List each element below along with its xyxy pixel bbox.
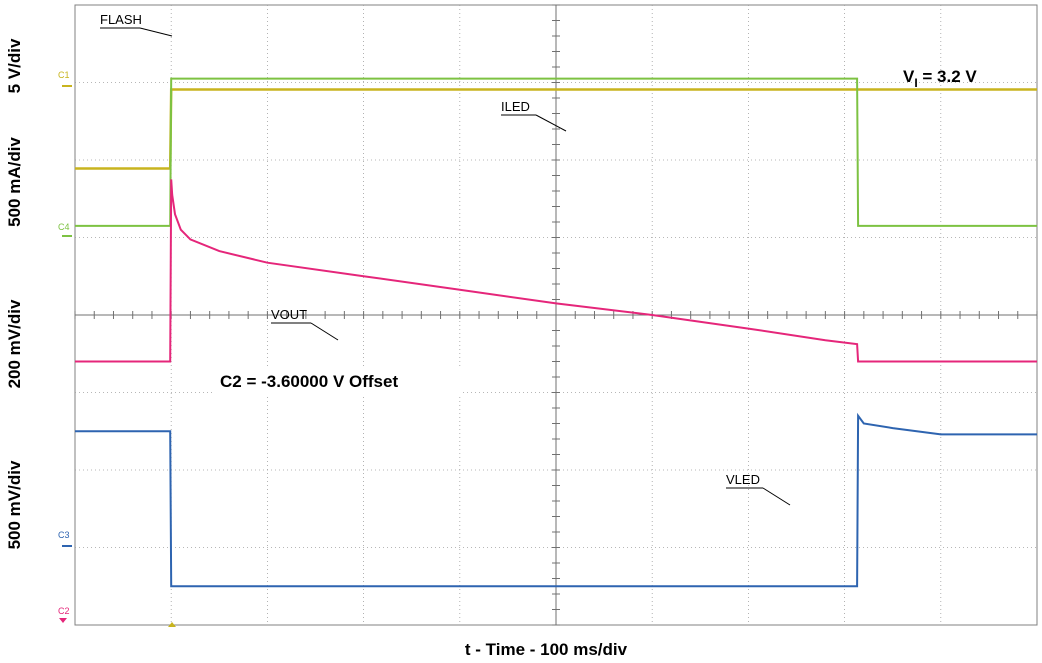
ylabel-vout: 200 mV/div <box>5 299 24 388</box>
ylabel-iled: 500 mA/div <box>5 137 24 227</box>
vout-trace <box>75 179 1037 363</box>
vled-label: VLED <box>726 472 760 487</box>
iled-leader <box>535 114 567 132</box>
vi-subscript: I <box>914 76 917 90</box>
vi-rest: = 3.2 V <box>918 67 978 86</box>
c3-marker: C3 <box>58 530 70 540</box>
x-axis-label: t - Time - 100 ms/div <box>465 640 628 659</box>
offset-annotation-bg <box>214 368 462 394</box>
vi-annotation: VI = 3.2 V <box>903 67 977 90</box>
c2-marker-arrow <box>59 618 67 623</box>
trigger-marker <box>168 622 176 627</box>
vout-leader <box>310 322 339 341</box>
flash-leader <box>139 27 173 37</box>
vout-label: VOUT <box>271 307 307 322</box>
vled-trace <box>75 412 1037 588</box>
ylabel-vled: 500 mV/div <box>5 460 24 549</box>
grid <box>74 4 1038 626</box>
vi-main: V <box>903 67 915 86</box>
ylabel-flash: 5 V/div <box>5 38 24 93</box>
c4-marker: C4 <box>58 222 70 232</box>
flash-label: FLASH <box>100 12 142 27</box>
traces <box>75 77 1037 588</box>
iled-label: ILED <box>501 99 530 114</box>
c2-marker: C2 <box>58 606 70 616</box>
offset-annotation: C2 = -3.60000 V Offset <box>220 372 398 391</box>
iled-trace <box>75 77 1037 227</box>
vled-leader <box>762 487 791 506</box>
c1-marker: C1 <box>58 70 70 80</box>
